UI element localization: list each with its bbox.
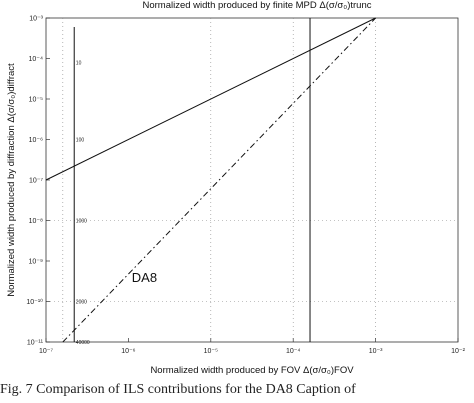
axis-ticks: 10⁻⁷ 10⁻⁶ 10⁻⁵ 10⁻⁴ 10⁻³ 10⁻² 10⁻³ 10⁻⁴ 10⁻⁵ 10⁻⁶…	[26, 16, 465, 356]
y-axis-label: Normalized width produced by diffraction…	[6, 63, 17, 297]
plot-frame	[45, 17, 459, 343]
y-tick-label-2: 10⁻⁵	[29, 97, 43, 104]
annotation-0: DA8	[132, 270, 157, 285]
series-line-1	[62, 17, 376, 343]
marker-label-3: 2000	[76, 300, 87, 306]
marker-labels: 10 100 1000 2000 40000 DA8	[76, 60, 157, 346]
x-tick-label-1: 10⁻⁶	[121, 348, 135, 355]
y-tick-label-4: 10⁻⁷	[29, 178, 43, 185]
marker-label-0: 10	[76, 60, 82, 66]
marker-label-2: 1000	[76, 219, 87, 225]
x-tick-label-5: 10⁻²	[451, 348, 465, 355]
marker-label-1: 100	[76, 138, 85, 144]
grid-lines	[46, 18, 458, 342]
y-tick-label-0: 10⁻³	[29, 16, 43, 23]
y-tick-label-5: 10⁻⁸	[29, 218, 43, 225]
x-tick-label-0: 10⁻⁷	[39, 348, 53, 355]
figure-caption: Fig. 7 Comparison of ILS contributions f…	[0, 382, 356, 397]
y-tick-label-1: 10⁻⁴	[29, 56, 44, 63]
series-lines	[45, 17, 376, 343]
x-tick-label-4: 10⁻³	[369, 348, 383, 355]
chart-svg: Normalized width produced by finite MPD …	[6, 0, 466, 376]
marker-label-4: 40000	[76, 340, 90, 346]
series-line-0	[45, 17, 376, 181]
y-tick-label-3: 10⁻⁶	[29, 137, 43, 144]
x-tick-label-2: 10⁻⁵	[204, 348, 218, 355]
x-tick-label-3: 10⁻⁴	[286, 348, 301, 355]
y-tick-label-7: 10⁻¹⁰	[26, 298, 43, 306]
y-tick-label-8: 10⁻¹¹	[27, 340, 44, 347]
y-tick-label-6: 10⁻⁹	[29, 259, 43, 266]
x-axis-label: Normalized width produced by FOV Δ(σ/σ₀)…	[150, 365, 354, 376]
chart-title: Normalized width produced by finite MPD …	[143, 0, 372, 11]
